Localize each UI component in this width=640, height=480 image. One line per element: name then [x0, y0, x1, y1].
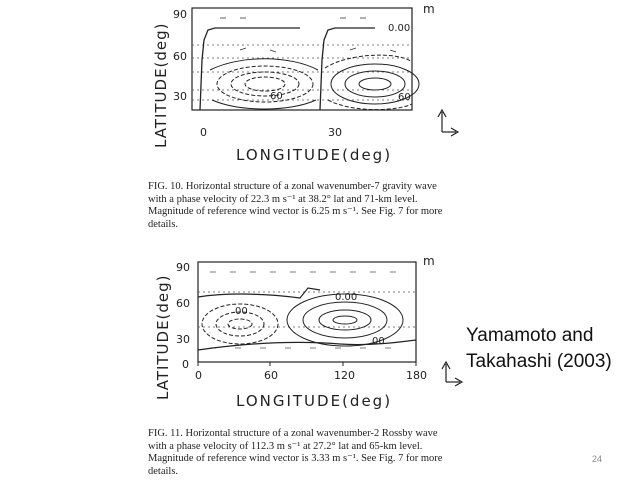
fig11-ytick-60: 60 [176, 297, 190, 310]
fig10-xtick-0: 0 [200, 126, 207, 139]
figure-10-plot: 0.00 60 60 [191, 7, 460, 137]
fig10-ytick-90: 90 [173, 8, 187, 21]
fig10-wind-vectors [220, 17, 397, 53]
fig10-ylabel: LATITUDE(deg) [152, 22, 170, 148]
fig10-zero-contour [199, 27, 375, 111]
fig11-xlabel: LONGITUDE(deg) [236, 392, 393, 410]
fig10-reference-vector-icon [437, 108, 460, 137]
fig11-gridlines [198, 291, 416, 328]
fig11-unit-label: m [423, 254, 435, 268]
fig11-vortex-left [201, 303, 279, 345]
page-number: 24 [592, 454, 603, 464]
fig10-vortex-right [324, 54, 420, 111]
fig11-contour-label-1: 00 [235, 306, 248, 317]
fig11-zero-contour [197, 287, 417, 351]
fig11-xtick-180: 180 [406, 369, 427, 382]
fig10-ytick-30: 30 [173, 90, 187, 103]
citation-line-2: Takahashi (2003) [466, 351, 612, 372]
figure-11-plot: 0.00 00 00 [197, 261, 464, 387]
fig10-unit-label: m [423, 2, 435, 16]
fig11-ytick-0: 0 [182, 358, 189, 371]
fig11-reference-vector-icon [441, 360, 464, 387]
fig11-xtick-60: 60 [264, 369, 278, 382]
figure-10: 0.00 60 60 m 90 60 30 0 30 LATITUDE(deg)… [140, 0, 480, 240]
fig10-ytick-60: 60 [173, 50, 187, 63]
fig11-xtick-marks [197, 362, 417, 366]
fig10-caption: FIG. 10. Horizontal structure of a zonal… [148, 181, 443, 230]
figure-11: 0.00 00 00 m 90 60 30 0 0 60 120 180 LAT… [140, 252, 480, 480]
fig10-frame [191, 7, 413, 111]
fig10-xlabel: LONGITUDE(deg) [236, 146, 393, 164]
fig11-ytick-90: 90 [176, 261, 190, 274]
fig11-contour-label-2: 00 [372, 336, 385, 347]
fig11-xtick-120: 120 [334, 369, 355, 382]
fig11-ytick-30: 30 [176, 333, 190, 346]
fig10-contour-label-0: 0.00 [388, 23, 410, 34]
fig11-wind-vectors [210, 271, 396, 349]
fig10-contour-label-2: 60 [398, 92, 411, 103]
fig10-contour-label-1: 60 [270, 91, 283, 102]
fig10-vortex-left [209, 58, 319, 110]
fig11-contour-label-0: 0.00 [335, 292, 357, 303]
fig11-xtick-0: 0 [195, 369, 202, 382]
citation: Yamamoto and Takahashi (2003) [466, 323, 612, 375]
citation-line-1: Yamamoto and [466, 325, 594, 346]
fig11-caption: FIG. 11. Horizontal structure of a zonal… [148, 428, 443, 477]
fig10-xtick-30: 30 [328, 126, 342, 139]
fig11-ylabel: LATITUDE(deg) [154, 274, 172, 400]
fig11-vortex-main [286, 293, 404, 347]
fig11-frame [197, 261, 417, 363]
